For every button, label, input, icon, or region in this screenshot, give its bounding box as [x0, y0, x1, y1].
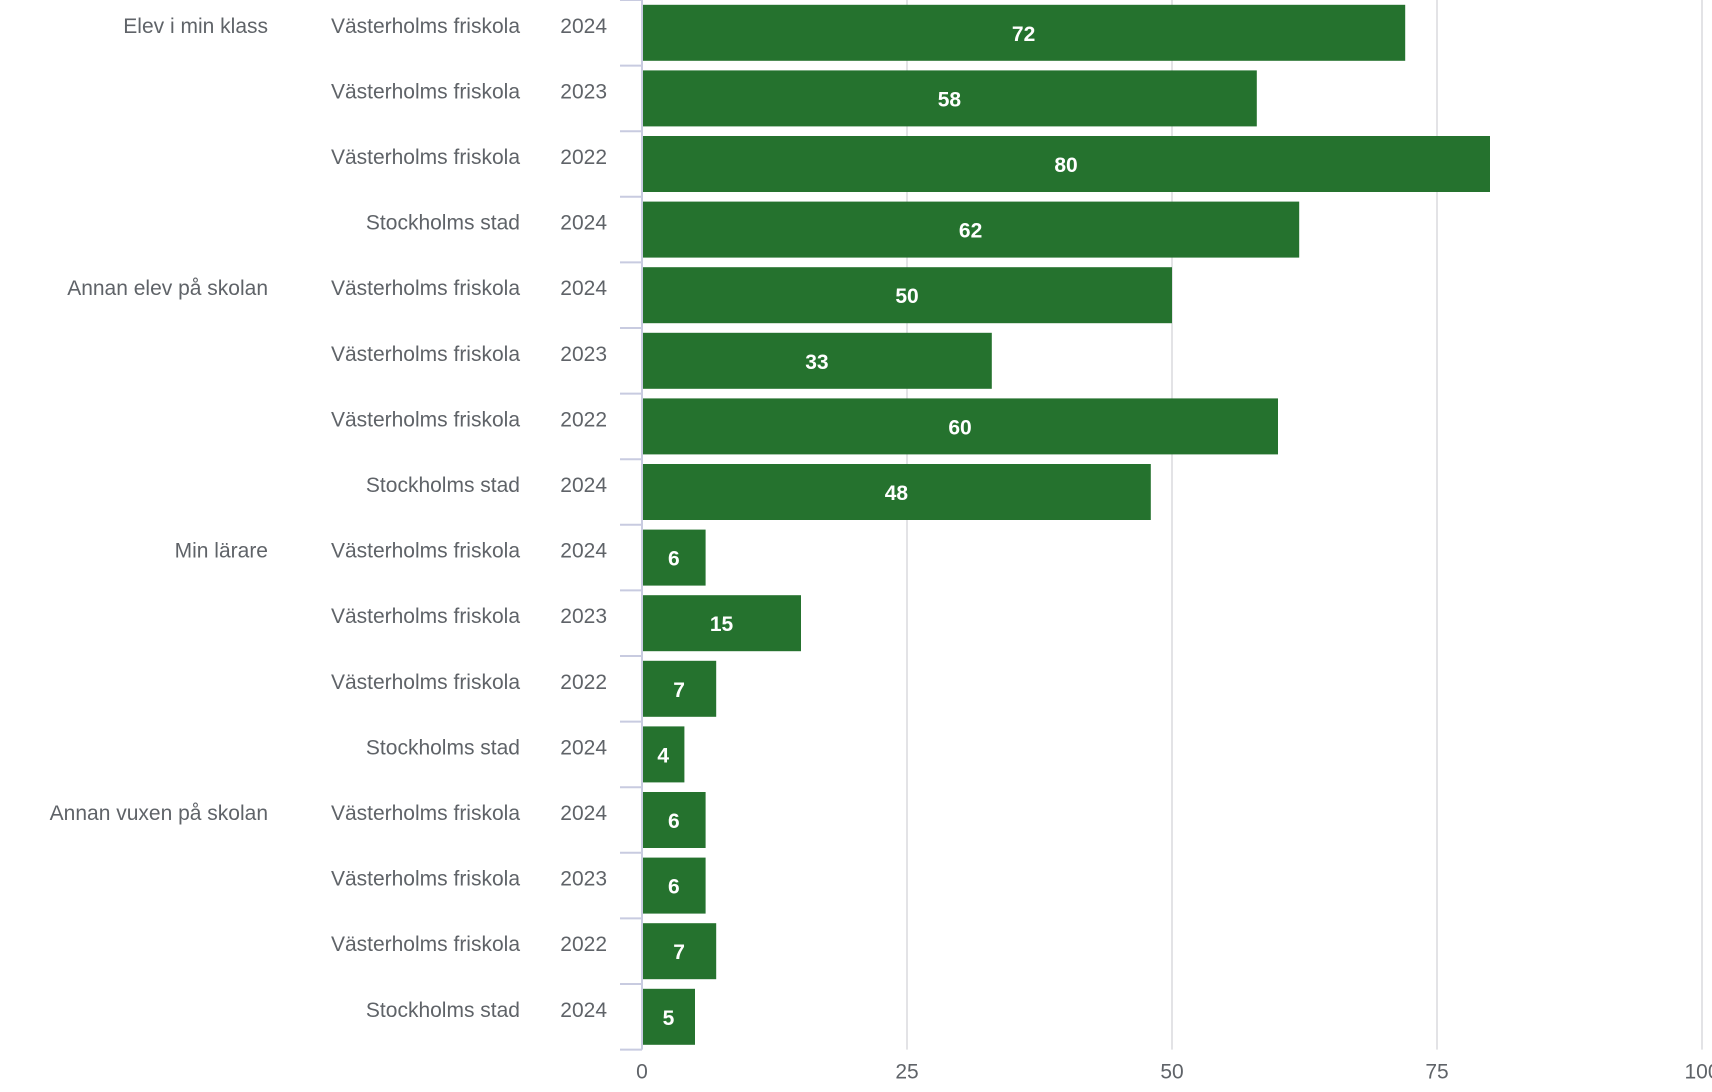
bar	[643, 529, 706, 586]
year-label: 2023	[560, 868, 607, 891]
year-label: 2023	[560, 343, 607, 366]
data-label: 6	[668, 548, 680, 571]
entity-label: Stockholms stad	[366, 999, 520, 1022]
data-label: 58	[938, 88, 962, 111]
entity-label: Västerholms friskola	[331, 343, 520, 366]
group-label: Elev i min klass	[123, 15, 268, 38]
bar	[643, 398, 1278, 455]
data-label: 15	[710, 613, 734, 636]
year-label: 2024	[560, 474, 607, 497]
bar	[643, 857, 706, 914]
data-label: 6	[668, 810, 680, 833]
year-label: 2022	[560, 671, 607, 694]
group-label: Annan elev på skolan	[67, 277, 268, 300]
x-tick-label: 0	[636, 1061, 648, 1084]
year-label: 2022	[560, 933, 607, 956]
bars: 72 58 80 62 50 33 60 48 6 15 7 4 6 6 7 5	[643, 4, 1490, 1045]
bar	[643, 70, 1257, 127]
entity-label: Västerholms friskola	[331, 605, 520, 628]
row-labels: 2024 Västerholms friskola Elev i min klass…	[50, 15, 608, 1022]
data-label: 6	[668, 876, 680, 899]
bar	[643, 923, 717, 980]
bar	[643, 332, 992, 389]
bar	[643, 726, 685, 783]
year-label: 2024	[560, 540, 607, 563]
entity-label: Västerholms friskola	[331, 671, 520, 694]
bar	[643, 595, 801, 652]
data-label: 50	[895, 285, 918, 308]
data-label: 33	[805, 351, 828, 374]
entity-label: Västerholms friskola	[331, 277, 520, 300]
data-label: 62	[959, 220, 982, 243]
year-label: 2022	[560, 146, 607, 169]
entity-label: Västerholms friskola	[331, 408, 520, 431]
data-label: 80	[1054, 154, 1077, 177]
bar	[643, 660, 717, 717]
year-label: 2023	[560, 80, 607, 103]
year-label: 2024	[560, 802, 607, 825]
year-label: 2024	[560, 212, 607, 235]
entity-label: Västerholms friskola	[331, 802, 520, 825]
data-label: 7	[673, 679, 685, 702]
x-tick-label: 50	[1160, 1061, 1183, 1084]
entity-label: Västerholms friskola	[331, 868, 520, 891]
bar	[643, 267, 1172, 324]
entity-label: Västerholms friskola	[331, 933, 520, 956]
x-tick-label: 25	[895, 1061, 918, 1084]
bar	[643, 988, 695, 1045]
x-tick-label: 100	[1684, 1061, 1712, 1084]
data-label: 60	[948, 416, 971, 439]
group-label: Min lärare	[175, 540, 268, 563]
year-label: 2024	[560, 277, 607, 300]
group-label: Annan vuxen på skolan	[50, 802, 268, 825]
year-label: 2024	[560, 15, 607, 38]
data-label: 72	[1012, 23, 1035, 46]
bar	[643, 4, 1406, 61]
bar	[643, 136, 1490, 192]
data-label: 5	[663, 1007, 675, 1030]
entity-label: Västerholms friskola	[331, 15, 520, 38]
year-label: 2023	[560, 605, 607, 628]
entity-label: Stockholms stad	[366, 474, 520, 497]
year-label: 2024	[560, 736, 607, 759]
y-axis	[620, 0, 643, 1051]
x-tick-label: 75	[1425, 1061, 1448, 1084]
year-label: 2024	[560, 999, 607, 1022]
entity-label: Stockholms stad	[366, 212, 520, 235]
bar	[643, 792, 706, 848]
entity-label: Stockholms stad	[366, 736, 520, 759]
entity-label: Västerholms friskola	[331, 540, 520, 563]
data-label: 48	[885, 482, 909, 505]
data-label: 7	[673, 941, 685, 964]
bar	[643, 201, 1300, 258]
data-label: 4	[657, 744, 669, 767]
bar	[643, 464, 1151, 520]
year-label: 2022	[560, 408, 607, 431]
x-axis-ticks: 0 25 50 75 100	[636, 1061, 1712, 1084]
entity-label: Västerholms friskola	[331, 146, 520, 169]
entity-label: Västerholms friskola	[331, 80, 520, 103]
